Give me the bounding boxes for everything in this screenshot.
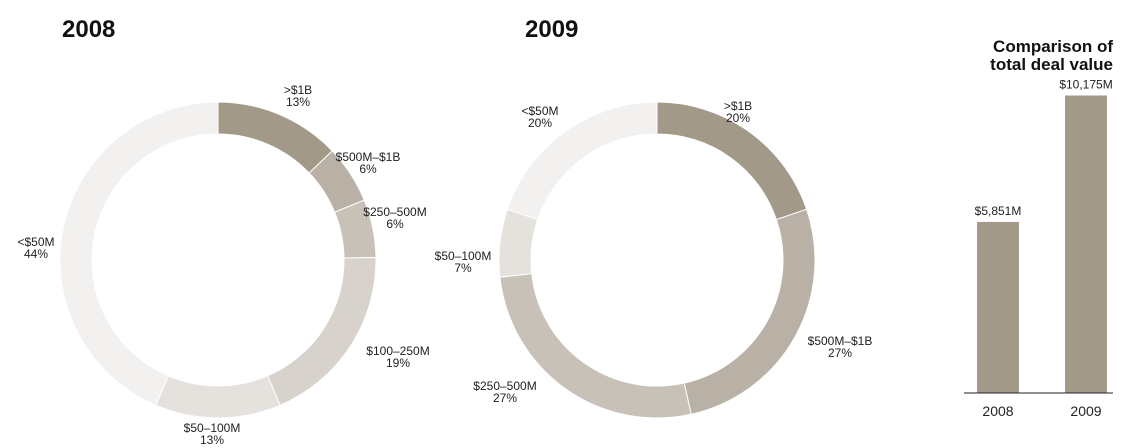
donut-2009-pct-250-500m: 27% [493, 391, 517, 405]
donut-2009-slice-50-100m [498, 208, 539, 278]
donut-2008: >$1B13%$500M–$1B6%$250–500M6%$100–250M19… [17, 83, 429, 447]
donut-2009-title: 2009 [525, 16, 578, 43]
bar-category-label-2008: 2008 [982, 403, 1013, 419]
donut-2008-slice-100-250m [266, 257, 377, 406]
donut-2008-label-50m: <$50M [17, 235, 54, 249]
donut-2009-pct-50-100m: 7% [454, 261, 472, 275]
donut-2009-pct-1b: 20% [726, 111, 750, 125]
deal-value-bar-chart: $5,851M 2008 $10,175M 2009 [964, 78, 1113, 419]
donut-2008-pct-1b: 13% [286, 95, 310, 109]
donut-2008-slice-1b [217, 101, 334, 174]
donut-2008-label-500m-1b: $500M–$1B [336, 150, 401, 164]
donut-2008-label-100-250m: $100–250M [366, 344, 429, 358]
donut-2008-pct-250-500m: 6% [386, 217, 404, 231]
donut-2008-pct-100-250m: 19% [386, 356, 410, 370]
donut-2008-pct-500m-1b: 6% [359, 162, 377, 176]
bar-category-label-2009: 2009 [1070, 403, 1101, 419]
donut-2009-label-50-100m: $50–100M [435, 249, 492, 263]
donut-2009-label-1b: >$1B [724, 99, 752, 113]
donut-2008-title: 2008 [62, 16, 115, 43]
donut-2009-label-50m: <$50M [521, 104, 558, 118]
donut-2009-slice-500m-1b [683, 208, 816, 415]
donut-2008-label-250-500m: $250–500M [363, 205, 426, 219]
donut-2009-label-500m-1b: $500M–$1B [808, 334, 873, 348]
donut-2008-slice-50-100m [155, 375, 281, 419]
donut-2009-pct-50m: 20% [528, 116, 552, 130]
donut-2008-label-1b: >$1B [284, 83, 312, 97]
donut-2009-slice-250-500m [499, 273, 692, 419]
donut-2008-pct-50m: 44% [24, 247, 48, 261]
donut-2008-pct-50-100m: 13% [200, 433, 224, 447]
bar-2008 [977, 221, 1019, 393]
bar-title-line-2: total deal value [990, 55, 1113, 74]
bar-title-line-1: Comparison of [993, 37, 1113, 56]
bar-value-label-2008: $5,851M [975, 204, 1022, 218]
donut-2008-slice-50m [59, 101, 219, 406]
donut-2009-pct-500m-1b: 27% [828, 346, 852, 360]
bar-value-label-2009: $10,175M [1059, 78, 1112, 92]
donut-2009-label-250-500m: $250–500M [473, 379, 536, 393]
donut-2009-slice-50m [506, 101, 658, 221]
donut-2009: >$1B20%$500M–$1B27%$250–500M27%$50–100M7… [435, 99, 873, 419]
donut-2008-label-50-100m: $50–100M [184, 421, 241, 435]
bar-2009 [1065, 95, 1107, 393]
